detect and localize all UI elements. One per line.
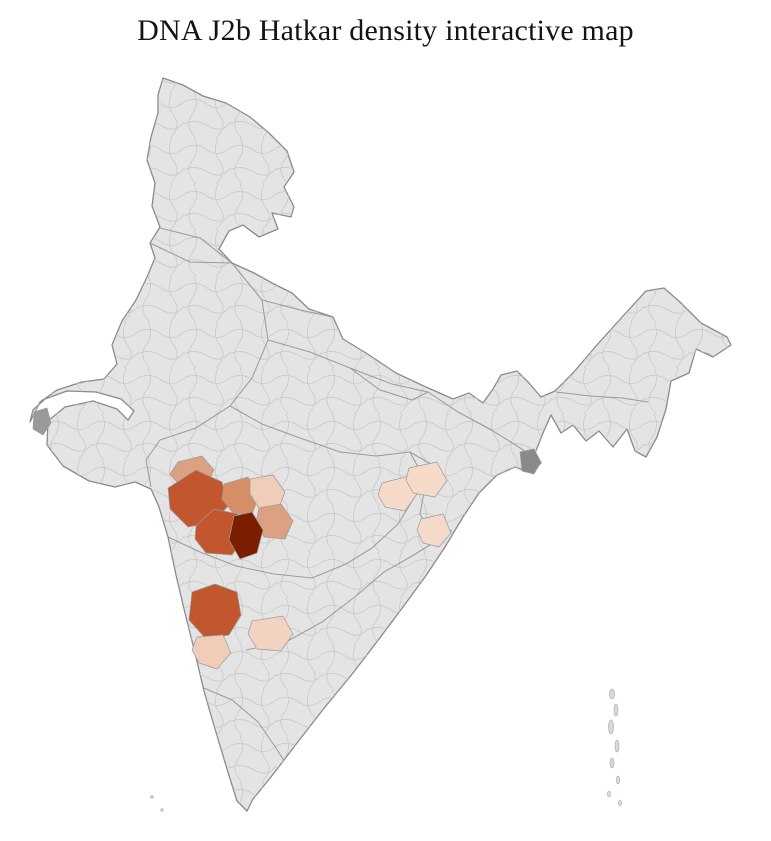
district-boundaries-texture	[30, 78, 731, 811]
india-base-map[interactable]	[0, 60, 771, 841]
district-west-cluster-core[interactable]	[228, 511, 264, 560]
density-districts[interactable]	[32, 407, 542, 670]
district-metro-gray-east[interactable]	[519, 448, 542, 475]
andaman-islands	[607, 688, 622, 807]
district-south-mid-light[interactable]	[247, 615, 294, 652]
lakshadweep-islands	[150, 795, 164, 812]
district-east-light-2[interactable]	[405, 461, 448, 498]
page-title: DNA J2b Hatkar density interactive map	[137, 14, 634, 47]
state-boundaries	[145, 227, 649, 765]
district-south-cluster-main[interactable]	[188, 583, 242, 640]
district-east-light-3[interactable]	[416, 513, 452, 548]
district-south-cluster-lower[interactable]	[191, 634, 232, 670]
district-metro-gray-west[interactable]	[32, 407, 52, 436]
